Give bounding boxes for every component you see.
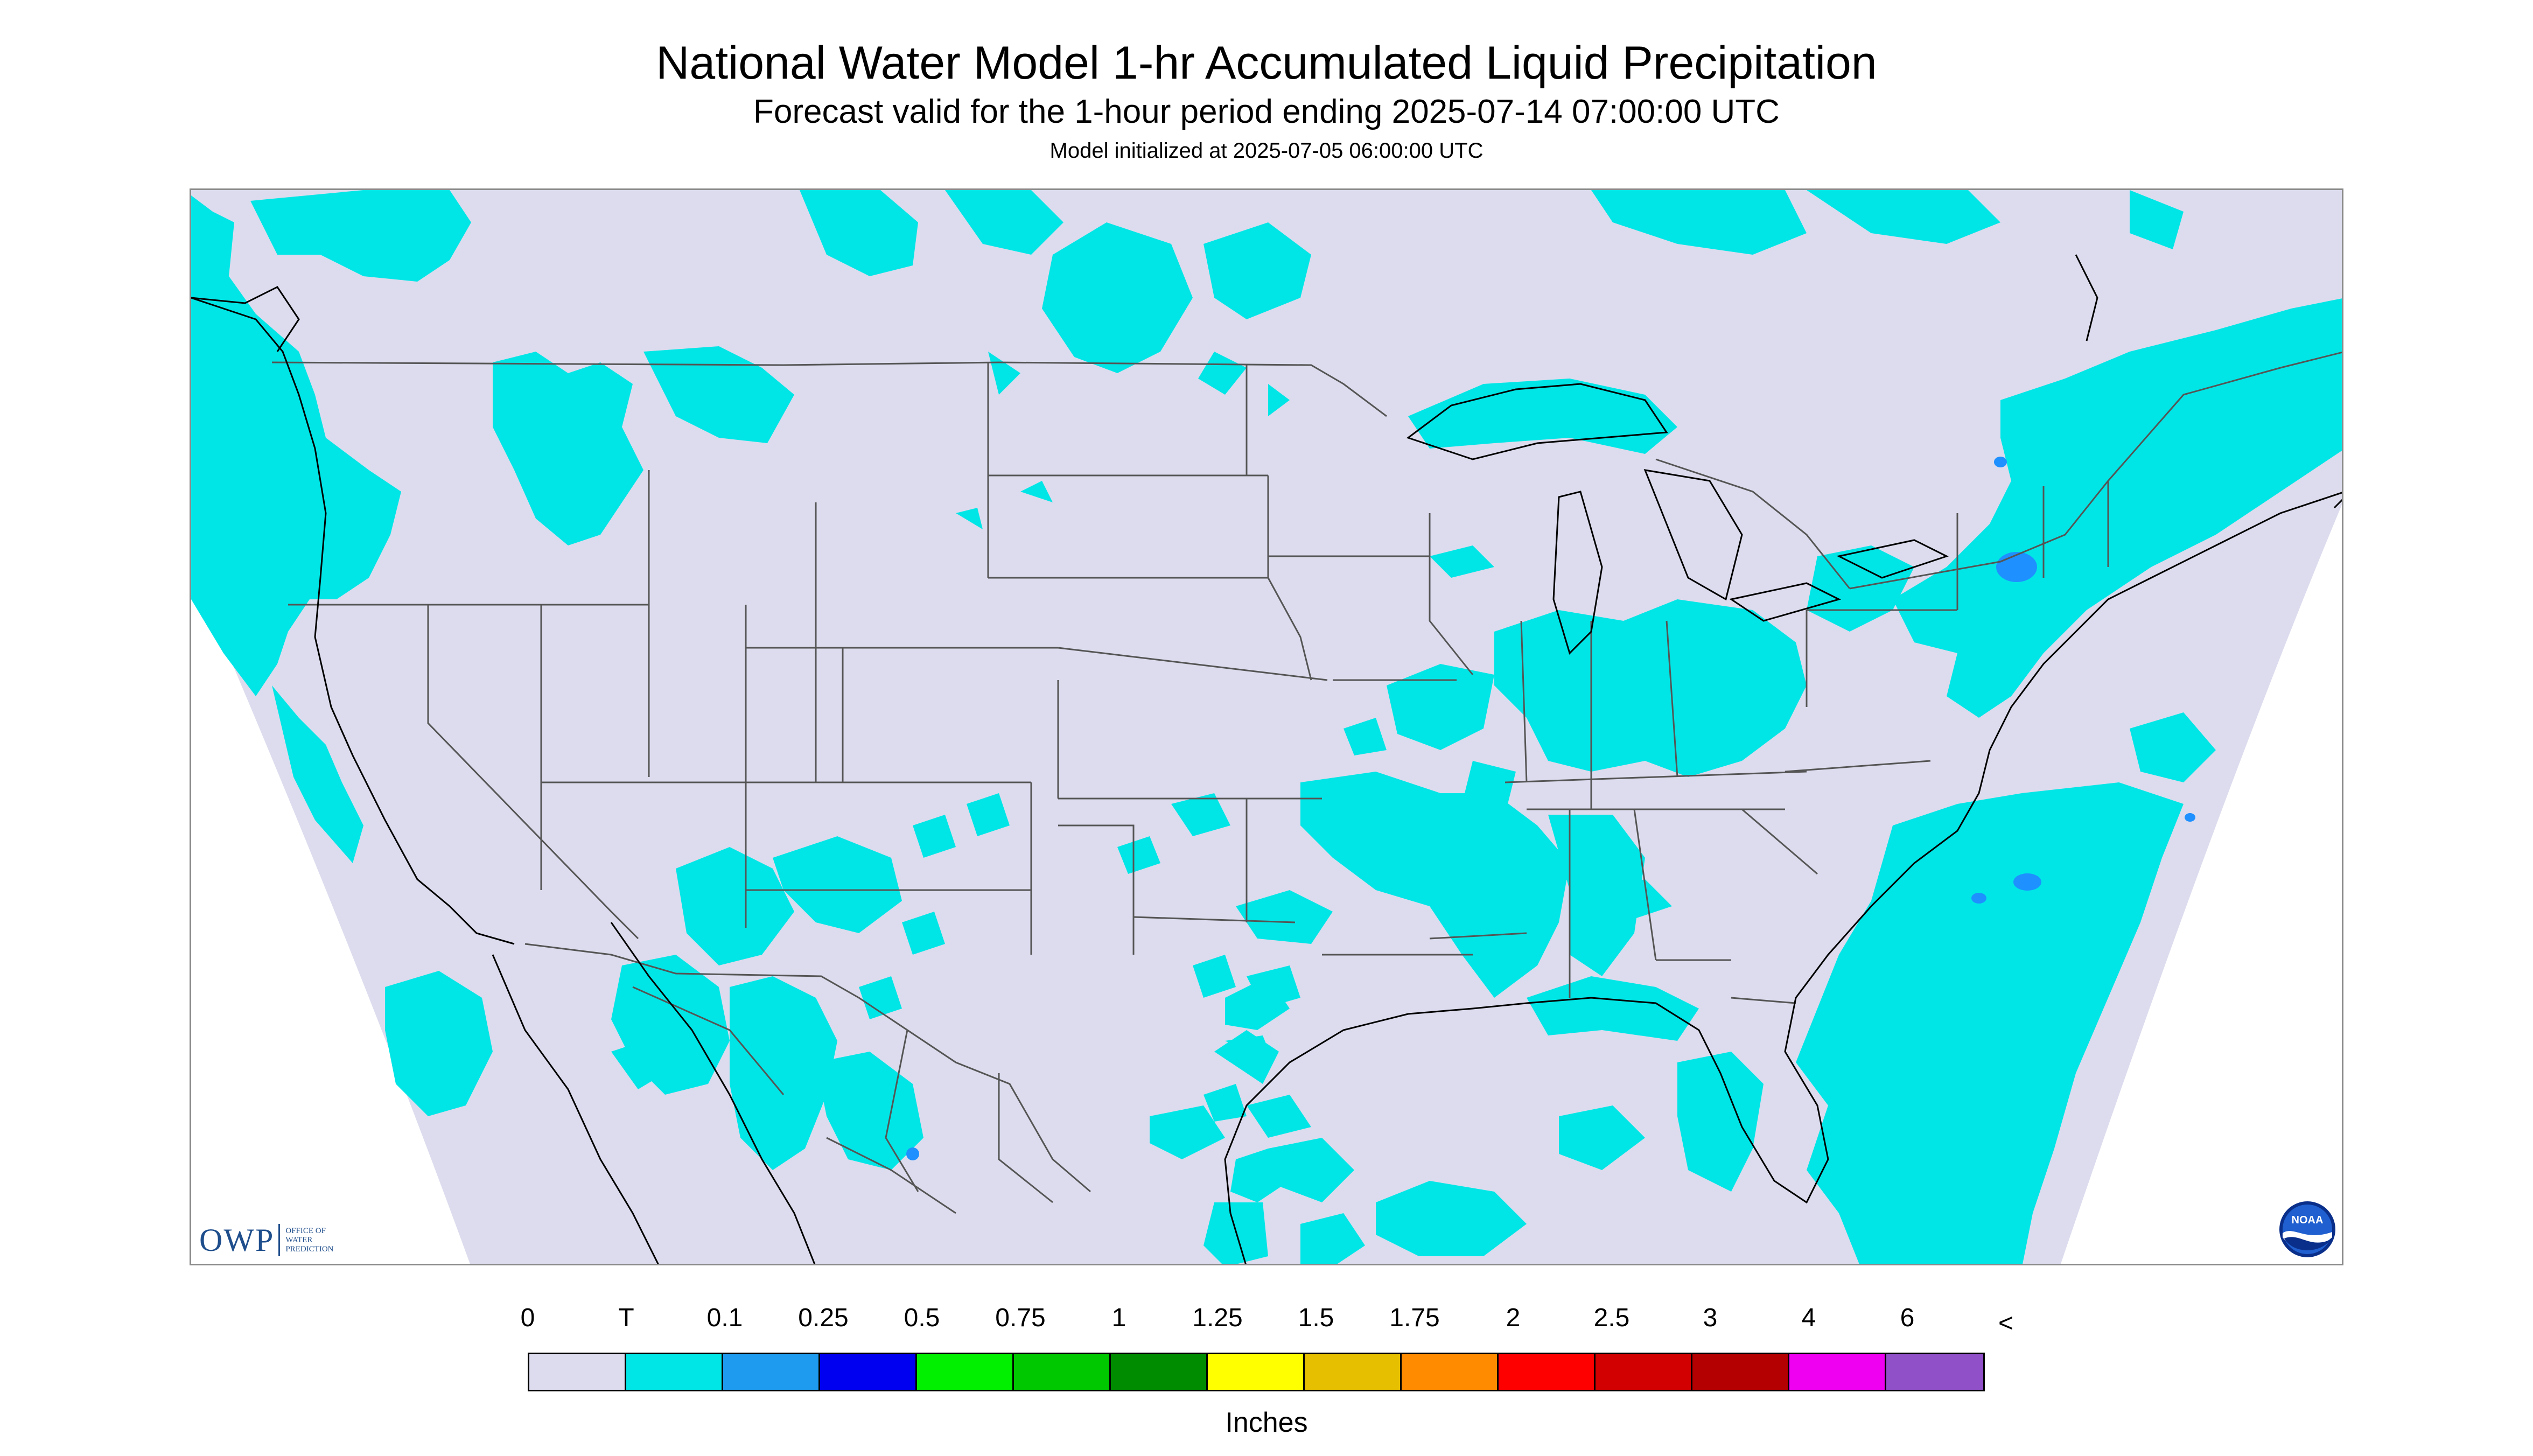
political-boundaries — [271, 351, 2342, 1214]
owp-logo-subtext: OFFICE OF WATER PREDICTION — [285, 1227, 333, 1254]
legend-label: 0.5 — [904, 1304, 940, 1332]
noaa-logo: NOAA — [2279, 1201, 2335, 1257]
owp-sub-line: WATER — [285, 1235, 313, 1244]
legend-label: 0.25 — [798, 1304, 849, 1332]
legend-label: T — [618, 1304, 634, 1332]
legend-label: 2.5 — [1593, 1304, 1630, 1332]
legend-swatch — [917, 1354, 1014, 1390]
legend-swatch — [1305, 1354, 1402, 1390]
legend-label: 1 — [1111, 1304, 1126, 1332]
legend-swatch — [1402, 1354, 1499, 1390]
legend-colorbar — [528, 1353, 1985, 1391]
legend-label: 6 — [1900, 1304, 1915, 1332]
map-subtitle: Forecast valid for the 1-hour period end… — [753, 93, 1780, 130]
owp-logo: OWP OFFICE OF WATER PREDICTION — [199, 1222, 334, 1258]
legend-swatch — [1111, 1354, 1208, 1390]
legend-label: 1.25 — [1192, 1304, 1243, 1332]
legend-labels: 0 T 0.1 0.25 0.5 0.75 1 1.25 1.5 1.75 2 2.5 3 4 6 < — [0, 1303, 2533, 1341]
legend-swatch — [1692, 1354, 1789, 1390]
legend-swatch — [1789, 1354, 1886, 1390]
legend-label: < — [1998, 1309, 2014, 1338]
precipitation-map — [190, 188, 2343, 1265]
precip-trace-areas — [191, 190, 2342, 1264]
coastlines — [191, 254, 2342, 1264]
legend-label: 1.5 — [1298, 1304, 1334, 1332]
legend-units: Inches — [1225, 1407, 1308, 1438]
legend-swatch — [1886, 1354, 1983, 1390]
legend-label: 4 — [1801, 1304, 1816, 1332]
owp-logo-divider — [278, 1224, 281, 1256]
legend-label: 0.1 — [706, 1304, 743, 1332]
legend-label: 0.75 — [995, 1304, 1046, 1332]
legend-label: 0 — [520, 1304, 535, 1332]
owp-sub-line: OFFICE OF — [285, 1226, 326, 1235]
legend-swatch — [820, 1354, 917, 1390]
map-title: National Water Model 1-hr Accumulated Li… — [656, 37, 1877, 89]
projection-domain — [191, 190, 2342, 1264]
legend-swatch — [723, 1354, 820, 1390]
legend-label: 2 — [1506, 1304, 1521, 1332]
model-init-time: Model initialized at 2025-07-05 06:00:00… — [1049, 139, 1484, 163]
legend-swatch — [1208, 1354, 1305, 1390]
noaa-logo-text: NOAA — [2292, 1214, 2324, 1226]
legend-swatch — [626, 1354, 723, 1390]
owp-sub-line: PREDICTION — [285, 1244, 334, 1254]
legend-swatch — [1596, 1354, 1692, 1390]
map-canvas — [191, 190, 2342, 1264]
legend-label: 1.75 — [1389, 1304, 1440, 1332]
legend-swatch — [1014, 1354, 1111, 1390]
legend-swatch — [1499, 1354, 1596, 1390]
legend-label: 3 — [1703, 1304, 1718, 1332]
legend-swatch — [529, 1354, 626, 1390]
owp-logo-text: OWP — [199, 1222, 275, 1258]
